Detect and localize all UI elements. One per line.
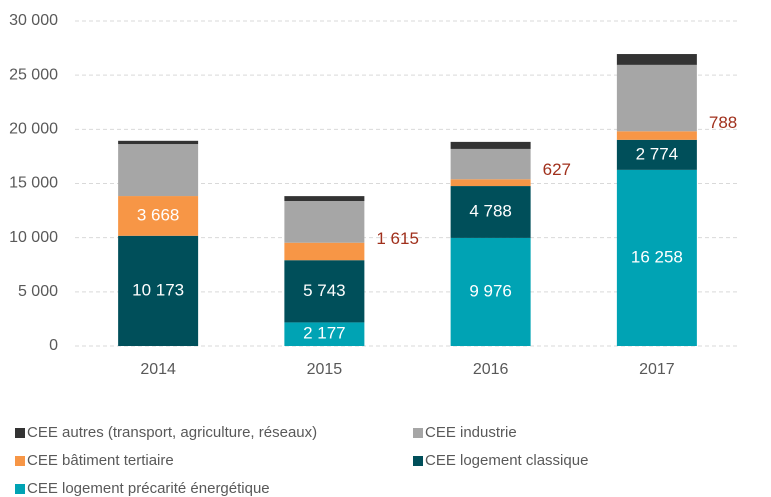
bar-segment — [450, 237, 531, 346]
data-label: 9 976 — [469, 281, 512, 300]
data-label: 788 — [709, 113, 737, 132]
x-tick-label: 2017 — [639, 361, 675, 378]
bar-segment — [284, 260, 365, 323]
data-label: 16 258 — [631, 247, 683, 266]
legend-label: CEE bâtiment tertiaire — [27, 452, 174, 469]
bar-segment — [450, 148, 531, 180]
legend-label: CEE autres (transport, agriculture, rése… — [27, 424, 317, 441]
data-label: 4 788 — [469, 201, 512, 220]
data-label: 2 177 — [303, 324, 346, 343]
data-label: 5 743 — [303, 281, 346, 300]
bar-segment — [616, 131, 697, 140]
y-tick-label: 15 000 — [9, 175, 58, 192]
bar-segment — [616, 64, 697, 132]
data-label: 3 668 — [137, 205, 180, 224]
y-tick-label: 20 000 — [9, 121, 58, 138]
bar-segment — [284, 200, 365, 243]
legend-label: CEE logement précarité énergétique — [27, 480, 270, 497]
legend-swatch — [15, 428, 25, 438]
bar-segment — [118, 140, 199, 145]
legend-swatch — [15, 456, 25, 466]
legend-swatch — [15, 484, 25, 494]
x-tick-label: 2014 — [140, 361, 176, 378]
data-label: 2 774 — [636, 144, 679, 163]
y-tick-label: 5 000 — [18, 283, 58, 300]
bar-segment — [118, 235, 199, 346]
bar-segment — [118, 144, 199, 197]
bar-segment — [284, 196, 365, 201]
bar-segment — [284, 242, 365, 261]
x-tick-label: 2015 — [307, 361, 343, 378]
bar-segment — [450, 186, 531, 238]
data-label: 10 173 — [132, 280, 184, 299]
bar-segment — [450, 141, 531, 149]
data-label: 627 — [543, 160, 571, 179]
legend-swatch — [413, 428, 423, 438]
bar-segment — [616, 139, 697, 170]
legend-swatch — [413, 456, 423, 466]
x-tick-label: 2016 — [473, 361, 509, 378]
data-label: 1 615 — [376, 229, 419, 248]
bar-segment — [118, 196, 199, 236]
bar-segment — [284, 322, 365, 346]
bar-segment — [450, 179, 531, 187]
bar-segment — [616, 54, 697, 65]
y-tick-label: 10 000 — [9, 229, 58, 246]
y-tick-label: 0 — [49, 337, 58, 354]
y-tick-label: 25 000 — [9, 66, 58, 83]
legend-label: CEE industrie — [425, 424, 517, 441]
bar-segment — [616, 169, 697, 346]
legend-label: CEE logement classique — [425, 452, 588, 469]
y-tick-label: 30 000 — [9, 12, 58, 29]
